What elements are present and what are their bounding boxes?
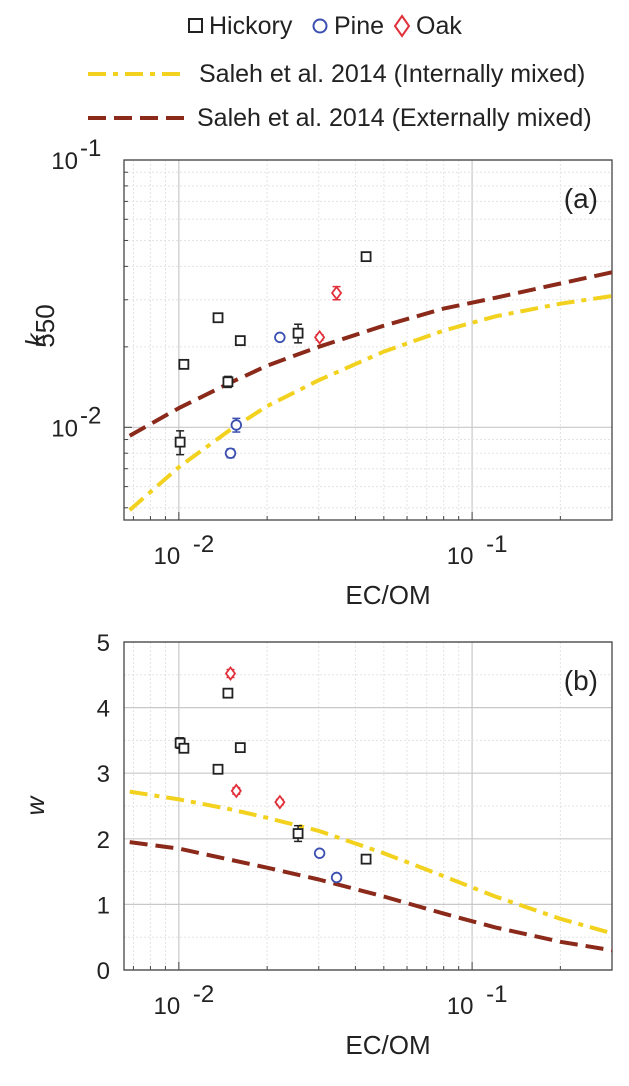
y-tick-label: 1 bbox=[97, 892, 110, 919]
hickory-point bbox=[222, 376, 234, 388]
y-axis-label: w bbox=[20, 794, 50, 815]
hickory-point bbox=[292, 327, 304, 339]
oak-point bbox=[224, 665, 237, 681]
x-tick-label-exponent: -1 bbox=[486, 531, 507, 558]
x-tick-label: 10 bbox=[154, 543, 181, 570]
hickory-point bbox=[292, 828, 304, 839]
y-axis-label-subscript: 550 bbox=[30, 304, 60, 347]
panel-b: 10 -2 10 -1 0 1 2 3 4 5 EC/OM w (b) bbox=[20, 630, 613, 1060]
legend-oak-marker bbox=[393, 14, 411, 38]
internally-mixed-line bbox=[128, 294, 613, 512]
internally-mixed-line bbox=[129, 789, 613, 936]
legend-external-label: Saleh et al. 2014 (Externally mixed) bbox=[197, 104, 592, 132]
hickory-point bbox=[222, 687, 234, 699]
y-tick-label: 10 bbox=[51, 148, 78, 175]
y-tick-label-exponent: -2 bbox=[80, 402, 101, 429]
hickory-point bbox=[234, 335, 246, 347]
oak-point bbox=[330, 285, 343, 301]
hickory-point bbox=[178, 742, 190, 754]
x-axis-label: EC/OM bbox=[345, 580, 430, 610]
y-axis-label: k bbox=[20, 332, 50, 347]
legend-hickory-label: Hickory bbox=[209, 12, 293, 40]
legend-line-row-external: Saleh et al. 2014 (Externally mixed) bbox=[88, 104, 592, 132]
panel-label: (a) bbox=[564, 183, 598, 214]
legend-marker-row: Hickory Pine Oak bbox=[188, 12, 462, 40]
y-tick-label: 4 bbox=[97, 696, 110, 723]
legend-pine-marker bbox=[312, 18, 328, 34]
hickory-point bbox=[360, 251, 372, 263]
y-tick-label: 10 bbox=[51, 415, 78, 442]
x-tick-label-exponent: -2 bbox=[193, 981, 214, 1008]
hickory-point bbox=[212, 312, 224, 324]
hickory-point bbox=[234, 742, 246, 754]
pine-point bbox=[224, 447, 237, 459]
grid bbox=[124, 641, 612, 971]
legend-oak-label: Oak bbox=[416, 12, 462, 40]
x-tick-label: 10 bbox=[154, 993, 181, 1020]
oak-point bbox=[230, 783, 242, 799]
oak-point bbox=[274, 794, 286, 810]
legend-line-row-internal: Saleh et al. 2014 (Internally mixed) bbox=[88, 60, 585, 88]
pine-point bbox=[274, 331, 286, 344]
y-tick-label-exponent: -1 bbox=[80, 135, 101, 162]
hickory-point bbox=[178, 358, 190, 370]
x-tick-label: 10 bbox=[447, 993, 474, 1020]
legend: Hickory Pine Oak Saleh et al. 2014 (Inte… bbox=[88, 12, 592, 132]
hickory-point bbox=[212, 763, 224, 775]
hickory-point bbox=[360, 853, 372, 865]
x-tick-label: 10 bbox=[447, 543, 474, 570]
hickory-point bbox=[174, 436, 186, 448]
y-tick-label: 2 bbox=[97, 827, 110, 854]
legend-internal-label: Saleh et al. 2014 (Internally mixed) bbox=[199, 60, 585, 88]
x-axis-label: EC/OM bbox=[345, 1030, 430, 1060]
plot-frame bbox=[123, 159, 613, 521]
panel-label: (b) bbox=[564, 665, 598, 696]
pine-point bbox=[313, 847, 326, 859]
x-tick-label-exponent: -2 bbox=[193, 531, 214, 558]
plot-frame bbox=[123, 641, 613, 971]
oak-point bbox=[313, 329, 326, 345]
pine-point bbox=[230, 419, 243, 431]
pine-point bbox=[330, 871, 343, 884]
grid bbox=[124, 159, 612, 520]
y-tick-label: 0 bbox=[97, 958, 110, 985]
legend-pine-label: Pine bbox=[334, 12, 384, 40]
x-tick-label-exponent: -1 bbox=[486, 981, 507, 1008]
y-tick-label: 3 bbox=[97, 761, 110, 788]
y-tick-label: 5 bbox=[97, 630, 110, 657]
externally-mixed-line bbox=[128, 270, 613, 438]
legend-hickory-marker bbox=[188, 18, 203, 33]
